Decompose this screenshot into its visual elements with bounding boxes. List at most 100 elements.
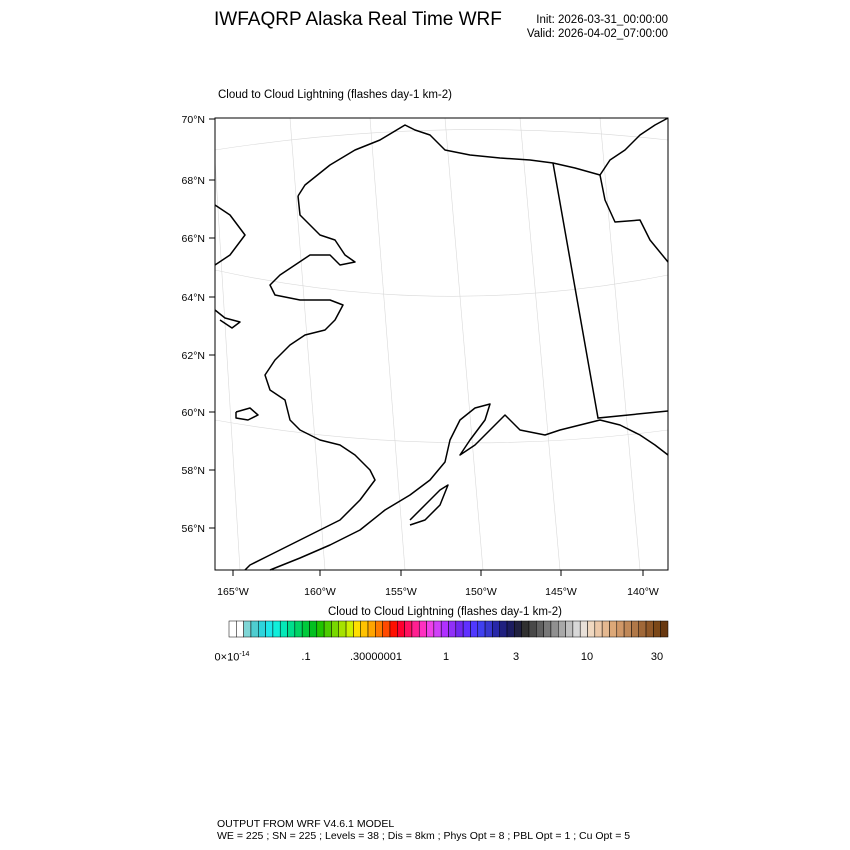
nunivak-island <box>235 407 259 421</box>
colorbar-box <box>645 620 654 638</box>
colorbar-box <box>287 620 296 638</box>
colorbar-box <box>609 620 618 638</box>
seward-coast <box>214 204 246 266</box>
parallel-68 <box>214 129 669 151</box>
colorbar-box <box>631 620 639 638</box>
colorbar-title: Cloud to Cloud Lightning (flashes day-1 … <box>328 606 562 618</box>
colorbar-box <box>345 620 354 638</box>
us-canada-border <box>552 162 669 419</box>
colorbar-box <box>579 620 588 638</box>
colorbar-label-3: 1 <box>442 651 450 663</box>
init-time: Init: 2026-03-31_00:00:00 <box>536 14 668 26</box>
colorbar-box <box>243 620 252 638</box>
map-frame <box>214 117 669 571</box>
colorbar-label-5: 10 <box>580 651 594 663</box>
colorbar-box <box>536 620 544 638</box>
colorbar-box <box>470 620 479 638</box>
lon-label: 165°W <box>217 586 249 598</box>
arctic-coast <box>297 117 669 197</box>
colorbar-label-4: 3 <box>512 651 520 663</box>
canada-coast <box>599 174 669 263</box>
colorbar-box <box>316 620 325 638</box>
colorbar-box <box>492 620 500 638</box>
footer-line-1: OUTPUT FROM WRF V4.6.1 MODEL <box>217 818 395 830</box>
lat-label: 60°N <box>182 407 205 419</box>
colorbar-box <box>382 620 391 638</box>
colorbar-box <box>301 620 310 638</box>
colorbar-box <box>565 620 574 638</box>
colorbar-box <box>440 620 449 638</box>
lon-label: 160°W <box>304 586 336 598</box>
colorbar-box <box>250 620 259 638</box>
colorbar-box <box>455 620 464 638</box>
colorbar-box <box>397 620 405 638</box>
colorbar-box <box>265 620 274 638</box>
colorbar-box <box>601 620 610 638</box>
colorbar-box <box>360 620 369 638</box>
colorbar-box <box>448 620 457 638</box>
colorbar-box <box>228 620 237 638</box>
meridian-155 <box>369 117 406 571</box>
meridian-145 <box>519 117 561 571</box>
colorbar-box <box>550 620 559 638</box>
colorbar-box <box>426 620 435 638</box>
colorbar-box <box>367 620 376 638</box>
colorbar-box <box>616 620 625 638</box>
kodiak-island <box>409 484 449 526</box>
colorbar-box <box>528 620 537 638</box>
plot-title: IWFAQRP Alaska Real Time WRF <box>214 9 502 30</box>
colorbar-box <box>514 620 522 638</box>
footer: OUTPUT FROM WRF V4.6.1 MODEL WE = 225 ; … <box>217 818 630 842</box>
colorbar-box <box>521 620 530 638</box>
field-title: Cloud to Cloud Lightning (flashes day-1 … <box>218 89 452 101</box>
lon-label: 145°W <box>545 586 577 598</box>
lat-label: 58°N <box>182 465 205 477</box>
lat-label: 56°N <box>182 523 205 535</box>
coastline <box>214 117 669 571</box>
colorbar-box <box>389 620 398 638</box>
colorbar-box <box>587 620 596 638</box>
graticule <box>214 117 669 571</box>
colorbar-box <box>572 620 581 638</box>
colorbar-box <box>353 620 361 638</box>
colorbar-label-2: .30000001 <box>350 651 402 663</box>
colorbar-box <box>484 620 493 638</box>
colorbar-box <box>594 620 603 638</box>
meridian-150 <box>444 117 484 571</box>
south-coast <box>269 403 669 571</box>
meridian-165 <box>214 159 241 571</box>
colorbar-box <box>418 620 427 638</box>
lon-label: 150°W <box>465 586 497 598</box>
parallel-64 <box>214 269 669 297</box>
colorbar-box <box>623 620 632 638</box>
colorbar-label-6: 30 <box>650 651 664 663</box>
colorbar-box <box>375 620 383 638</box>
colorbar-box <box>279 620 288 638</box>
colorbar-box <box>558 620 566 638</box>
footer-line-2: WE = 225 ; SN = 225 ; Levels = 38 ; Dis … <box>217 830 631 842</box>
colorbar-box <box>331 620 339 638</box>
parallel-60 <box>214 419 669 444</box>
colorbar-box <box>506 620 515 638</box>
lat-label: 64°N <box>182 292 205 304</box>
colorbar-box <box>660 620 669 638</box>
colorbar-box <box>477 620 486 638</box>
colorbar-label-0-mantissa: 0×10 <box>214 651 240 664</box>
lat-label: 66°N <box>182 233 205 245</box>
lon-label: 155°W <box>385 586 417 598</box>
lat-label: 70°N <box>182 114 205 126</box>
colorbar-label-0: 0×10-14 <box>215 651 250 664</box>
colorbar-box <box>462 620 471 638</box>
colorbar-label-1: .1 <box>301 651 311 663</box>
colorbar-box <box>499 620 508 638</box>
colorbar-box <box>236 620 244 638</box>
meridian-140 <box>599 117 641 571</box>
colorbar-box <box>433 620 442 638</box>
west-coast <box>244 195 376 571</box>
colorbar-box <box>638 620 647 638</box>
colorbar-box <box>272 620 281 638</box>
colorbar-box <box>338 620 347 638</box>
colorbar-box <box>309 620 318 638</box>
colorbar-box <box>653 620 661 638</box>
